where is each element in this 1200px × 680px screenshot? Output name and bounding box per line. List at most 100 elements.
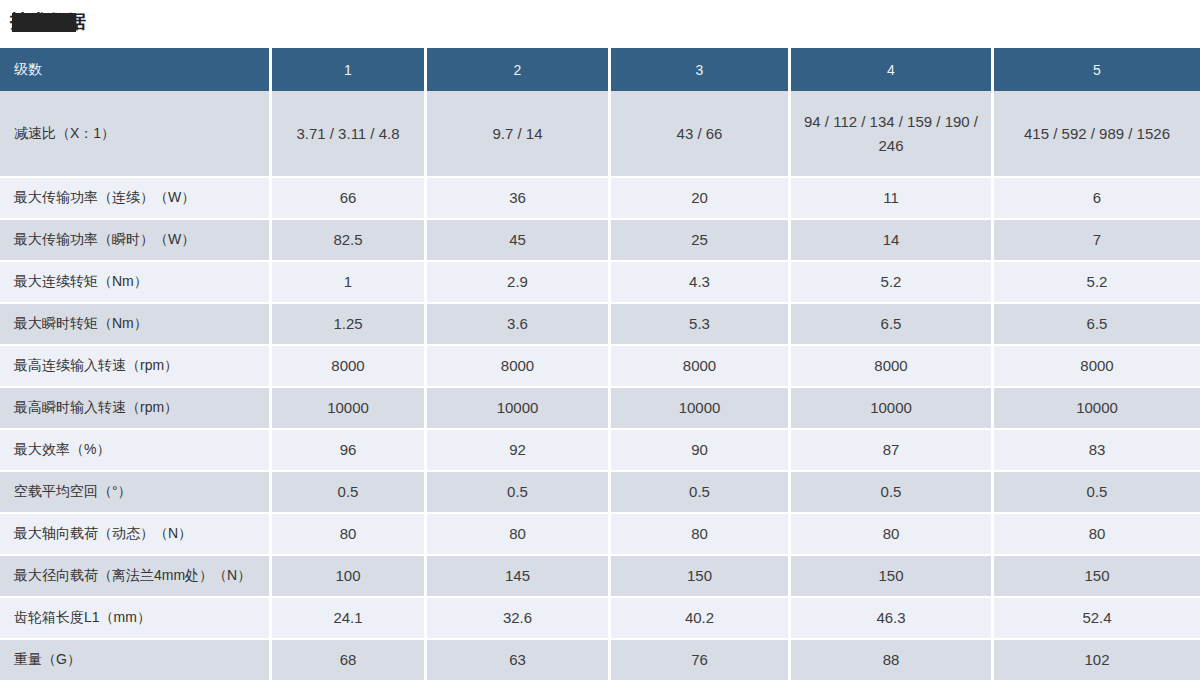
cell-value: 80 bbox=[611, 512, 791, 554]
cell-value: 52.4 bbox=[994, 596, 1200, 638]
table-row: 最大径向载荷（离法兰4mm处）（N）100145150150150 bbox=[0, 554, 1200, 596]
cell-value: 46.3 bbox=[791, 596, 994, 638]
row-label: 最大径向载荷（离法兰4mm处）（N） bbox=[0, 554, 272, 596]
cell-value: 0.5 bbox=[994, 470, 1200, 512]
spec-table: 级数 1 2 3 4 5 减速比（X：1）3.71 / 3.11 / 4.89.… bbox=[0, 48, 1200, 680]
cell-value: 88 bbox=[791, 638, 994, 680]
column-header-stage-2: 2 bbox=[427, 48, 611, 91]
row-label: 最大效率（%） bbox=[0, 428, 272, 470]
page-title: 技术数据 bbox=[10, 11, 86, 33]
row-label: 最大轴向载荷（动态）（N） bbox=[0, 512, 272, 554]
column-header-stage-5: 5 bbox=[994, 48, 1200, 91]
cell-value: 7 bbox=[994, 218, 1200, 260]
cell-value: 5.3 bbox=[611, 302, 791, 344]
cell-value: 83 bbox=[994, 428, 1200, 470]
table-row: 最大效率（%）9692908783 bbox=[0, 428, 1200, 470]
cell-value: 5.2 bbox=[994, 260, 1200, 302]
cell-value: 150 bbox=[994, 554, 1200, 596]
cell-value: 80 bbox=[427, 512, 611, 554]
cell-value: 20 bbox=[611, 176, 791, 218]
cell-value: 0.5 bbox=[427, 470, 611, 512]
cell-value: 76 bbox=[611, 638, 791, 680]
table-header-row: 级数 1 2 3 4 5 bbox=[0, 48, 1200, 91]
cell-value: 1 bbox=[272, 260, 427, 302]
cell-value: 0.5 bbox=[611, 470, 791, 512]
row-label: 最大传输功率（瞬时）（W） bbox=[0, 218, 272, 260]
row-label: 重量（G） bbox=[0, 638, 272, 680]
cell-value: 415 / 592 / 989 / 1526 bbox=[994, 91, 1200, 176]
cell-value: 14 bbox=[791, 218, 994, 260]
table-row: 重量（G）68637688102 bbox=[0, 638, 1200, 680]
cell-value: 32.6 bbox=[427, 596, 611, 638]
row-label: 最大瞬时转矩（Nm） bbox=[0, 302, 272, 344]
cell-value: 82.5 bbox=[272, 218, 427, 260]
cell-value: 150 bbox=[611, 554, 791, 596]
row-label: 最大传输功率（连续）（W） bbox=[0, 176, 272, 218]
page: 技术数据 级数 1 2 3 4 5 减速比（X：1）3.71 / 3.11 / … bbox=[0, 0, 1200, 680]
cell-value: 145 bbox=[427, 554, 611, 596]
table-row: 最大传输功率（连续）（W）663620116 bbox=[0, 176, 1200, 218]
row-label: 最高连续输入转速（rpm） bbox=[0, 344, 272, 386]
cell-value: 90 bbox=[611, 428, 791, 470]
redaction-overlay bbox=[12, 13, 76, 32]
cell-value: 10000 bbox=[427, 386, 611, 428]
cell-value: 8000 bbox=[994, 344, 1200, 386]
cell-value: 10000 bbox=[272, 386, 427, 428]
cell-value: 66 bbox=[272, 176, 427, 218]
row-label: 齿轮箱长度L1（mm） bbox=[0, 596, 272, 638]
cell-value: 10000 bbox=[994, 386, 1200, 428]
table-row: 最大传输功率（瞬时）（W）82.54525147 bbox=[0, 218, 1200, 260]
row-label: 最大连续转矩（Nm） bbox=[0, 260, 272, 302]
cell-value: 8000 bbox=[791, 344, 994, 386]
cell-value: 80 bbox=[994, 512, 1200, 554]
table-row: 最大轴向载荷（动态）（N）8080808080 bbox=[0, 512, 1200, 554]
cell-value: 87 bbox=[791, 428, 994, 470]
cell-value: 0.5 bbox=[791, 470, 994, 512]
cell-value: 11 bbox=[791, 176, 994, 218]
column-header-level: 级数 bbox=[0, 48, 272, 91]
cell-value: 43 / 66 bbox=[611, 91, 791, 176]
row-label: 最高瞬时输入转速（rpm） bbox=[0, 386, 272, 428]
cell-value: 40.2 bbox=[611, 596, 791, 638]
cell-value: 80 bbox=[791, 512, 994, 554]
column-header-stage-1: 1 bbox=[272, 48, 427, 91]
cell-value: 1.25 bbox=[272, 302, 427, 344]
table-row: 空载平均空回（°）0.50.50.50.50.5 bbox=[0, 470, 1200, 512]
table-body: 减速比（X：1）3.71 / 3.11 / 4.89.7 / 1443 / 66… bbox=[0, 91, 1200, 680]
cell-value: 3.71 / 3.11 / 4.8 bbox=[272, 91, 427, 176]
cell-value: 6.5 bbox=[791, 302, 994, 344]
cell-value: 6 bbox=[994, 176, 1200, 218]
cell-value: 5.2 bbox=[791, 260, 994, 302]
cell-value: 6.5 bbox=[994, 302, 1200, 344]
cell-value: 3.6 bbox=[427, 302, 611, 344]
table-row: 最高瞬时输入转速（rpm）1000010000100001000010000 bbox=[0, 386, 1200, 428]
table-row: 齿轮箱长度L1（mm）24.132.640.246.352.4 bbox=[0, 596, 1200, 638]
cell-value: 94 / 112 / 134 / 159 / 190 / 246 bbox=[791, 91, 994, 176]
cell-value: 8000 bbox=[611, 344, 791, 386]
table-row: 最高连续输入转速（rpm）80008000800080008000 bbox=[0, 344, 1200, 386]
cell-value: 2.9 bbox=[427, 260, 611, 302]
table-row: 最大连续转矩（Nm）12.94.35.25.2 bbox=[0, 260, 1200, 302]
row-label: 减速比（X：1） bbox=[0, 91, 272, 176]
cell-value: 100 bbox=[272, 554, 427, 596]
row-label: 空载平均空回（°） bbox=[0, 470, 272, 512]
cell-value: 96 bbox=[272, 428, 427, 470]
cell-value: 8000 bbox=[427, 344, 611, 386]
column-header-stage-3: 3 bbox=[611, 48, 791, 91]
cell-value: 25 bbox=[611, 218, 791, 260]
cell-value: 45 bbox=[427, 218, 611, 260]
cell-value: 8000 bbox=[272, 344, 427, 386]
cell-value: 9.7 / 14 bbox=[427, 91, 611, 176]
cell-value: 68 bbox=[272, 638, 427, 680]
cell-value: 0.5 bbox=[272, 470, 427, 512]
cell-value: 63 bbox=[427, 638, 611, 680]
table-row: 最大瞬时转矩（Nm）1.253.65.36.56.5 bbox=[0, 302, 1200, 344]
cell-value: 4.3 bbox=[611, 260, 791, 302]
cell-value: 24.1 bbox=[272, 596, 427, 638]
cell-value: 10000 bbox=[791, 386, 994, 428]
column-header-stage-4: 4 bbox=[791, 48, 994, 91]
cell-value: 10000 bbox=[611, 386, 791, 428]
cell-value: 36 bbox=[427, 176, 611, 218]
cell-value: 80 bbox=[272, 512, 427, 554]
cell-value: 150 bbox=[791, 554, 994, 596]
